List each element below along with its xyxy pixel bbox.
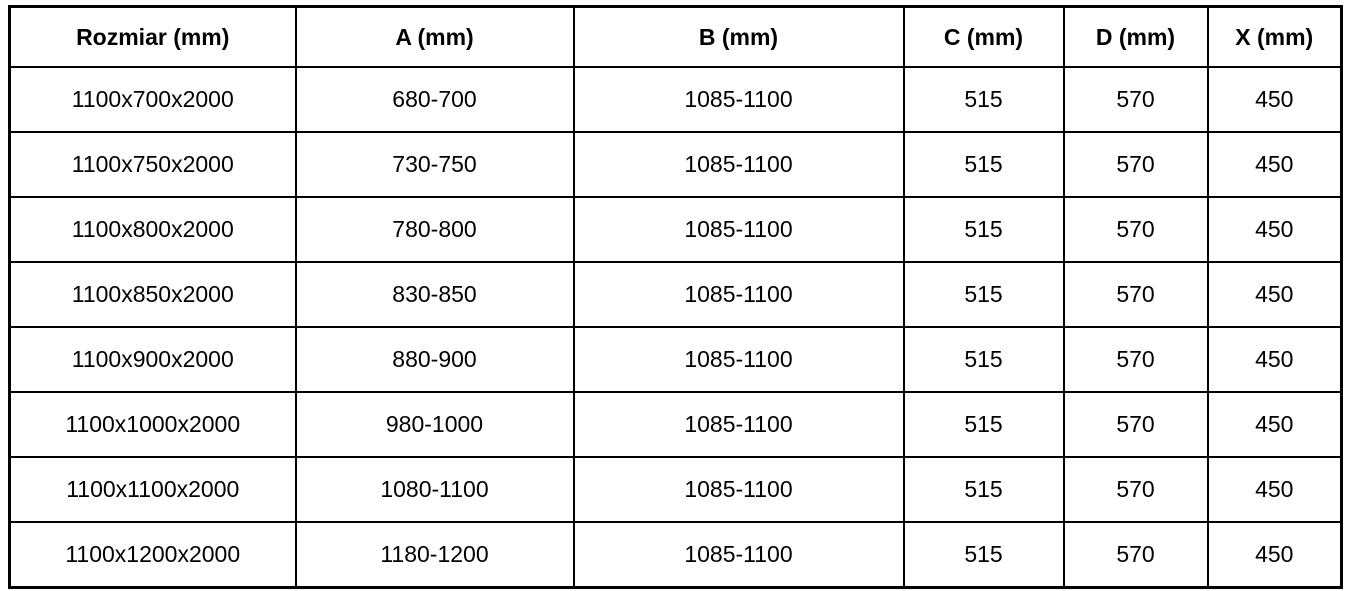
table-cell: 1100x750x2000 [8, 131, 297, 198]
table-cell: 515 [902, 456, 1065, 523]
table-cell: 515 [902, 131, 1065, 198]
table-cell: 780-800 [294, 196, 575, 263]
table-cell: 570 [1062, 456, 1209, 523]
table-cell: 1100x1100x2000 [8, 456, 297, 523]
column-header-d: D (mm) [1062, 5, 1209, 68]
table-row: 1100x800x2000 780-800 1085-1100 515 570 450 [8, 196, 1343, 263]
table-cell: 1085-1100 [572, 521, 905, 589]
table-cell: 515 [902, 521, 1065, 589]
table-row: 1100x1200x2000 1180-1200 1085-1100 515 570 45… [8, 521, 1343, 589]
table-cell: 515 [902, 66, 1065, 133]
table-cell: 570 [1062, 131, 1209, 198]
table-cell: 1180-1200 [294, 521, 575, 589]
table-cell: 515 [902, 196, 1065, 263]
table-cell: 515 [902, 391, 1065, 458]
table-cell: 450 [1206, 456, 1343, 523]
table-cell: 880-900 [294, 326, 575, 393]
table-cell: 1100x800x2000 [8, 196, 297, 263]
table-cell: 1100x1200x2000 [8, 521, 297, 589]
column-header-b: B (mm) [572, 5, 905, 68]
table-cell: 450 [1206, 391, 1343, 458]
table-row: 1100x1100x2000 1080-1100 1085-1100 515 570 45… [8, 456, 1343, 523]
table-cell: 570 [1062, 196, 1209, 263]
table-cell: 1085-1100 [572, 66, 905, 133]
table-cell: 1100x1000x2000 [8, 391, 297, 458]
table-cell: 730-750 [294, 131, 575, 198]
table-body: 1100x700x2000 680-700 1085-1100 515 570 450 11… [8, 66, 1343, 589]
table-cell: 450 [1206, 521, 1343, 589]
table-cell: 570 [1062, 521, 1209, 589]
column-header-rozmiar: Rozmiar (mm) [8, 5, 297, 68]
table-header: Rozmiar (mm) A (mm) B (mm) C (mm) D (mm)… [8, 5, 1343, 68]
table-cell: 450 [1206, 326, 1343, 393]
table-cell: 515 [902, 326, 1065, 393]
table-cell: 450 [1206, 261, 1343, 328]
table-row: 1100x700x2000 680-700 1085-1100 515 570 450 [8, 66, 1343, 133]
table-cell: 450 [1206, 131, 1343, 198]
table-cell: 1080-1100 [294, 456, 575, 523]
header-row: Rozmiar (mm) A (mm) B (mm) C (mm) D (mm)… [8, 5, 1343, 68]
table-cell: 515 [902, 261, 1065, 328]
size-spec-table: Rozmiar (mm) A (mm) B (mm) C (mm) D (mm)… [8, 5, 1343, 589]
table-cell: 570 [1062, 66, 1209, 133]
column-header-a: A (mm) [294, 5, 575, 68]
table-cell: 1085-1100 [572, 326, 905, 393]
table-cell: 1100x900x2000 [8, 326, 297, 393]
table-cell: 1085-1100 [572, 391, 905, 458]
column-header-c: C (mm) [902, 5, 1065, 68]
table-row: 1100x1000x2000 980-1000 1085-1100 515 570 450 [8, 391, 1343, 458]
column-header-x: X (mm) [1206, 5, 1343, 68]
table-cell: 570 [1062, 326, 1209, 393]
table-cell: 1085-1100 [572, 456, 905, 523]
table-cell: 1085-1100 [572, 261, 905, 328]
table-row: 1100x900x2000 880-900 1085-1100 515 570 450 [8, 326, 1343, 393]
table-row: 1100x750x2000 730-750 1085-1100 515 570 450 [8, 131, 1343, 198]
table-cell: 450 [1206, 196, 1343, 263]
table-cell: 1100x850x2000 [8, 261, 297, 328]
table-cell: 980-1000 [294, 391, 575, 458]
table-cell: 830-850 [294, 261, 575, 328]
table-cell: 570 [1062, 391, 1209, 458]
table-cell: 1100x700x2000 [8, 66, 297, 133]
table-cell: 1085-1100 [572, 196, 905, 263]
table-cell: 1085-1100 [572, 131, 905, 198]
table-cell: 450 [1206, 66, 1343, 133]
table-cell: 680-700 [294, 66, 575, 133]
table-cell: 570 [1062, 261, 1209, 328]
table-row: 1100x850x2000 830-850 1085-1100 515 570 450 [8, 261, 1343, 328]
